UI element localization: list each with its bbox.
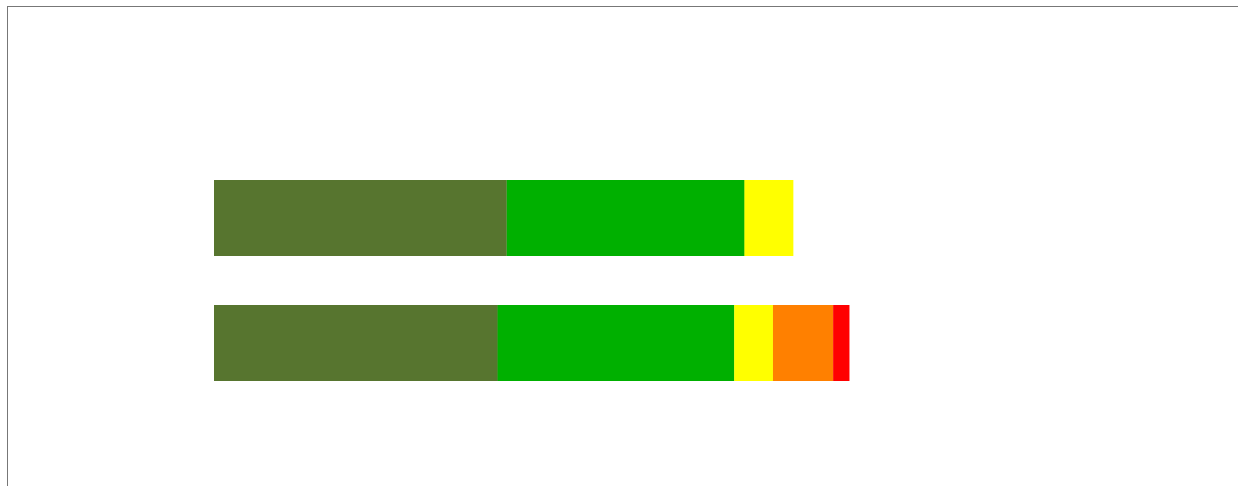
chart-frame bbox=[7, 6, 1238, 486]
bar-segment-row2-series4 bbox=[772, 305, 834, 381]
bar-segment-row2-series3 bbox=[734, 305, 773, 381]
stacked-bar-chart bbox=[214, 180, 850, 381]
bar-segment-row1-series3 bbox=[744, 180, 794, 256]
bar-segment-row1-series1 bbox=[214, 180, 507, 256]
bar-segment-row2-series1 bbox=[214, 305, 498, 381]
bar-segment-row2-series5 bbox=[833, 305, 850, 381]
bar-segment-row1-series2 bbox=[506, 180, 745, 256]
bar-segment-row2-series2 bbox=[497, 305, 735, 381]
